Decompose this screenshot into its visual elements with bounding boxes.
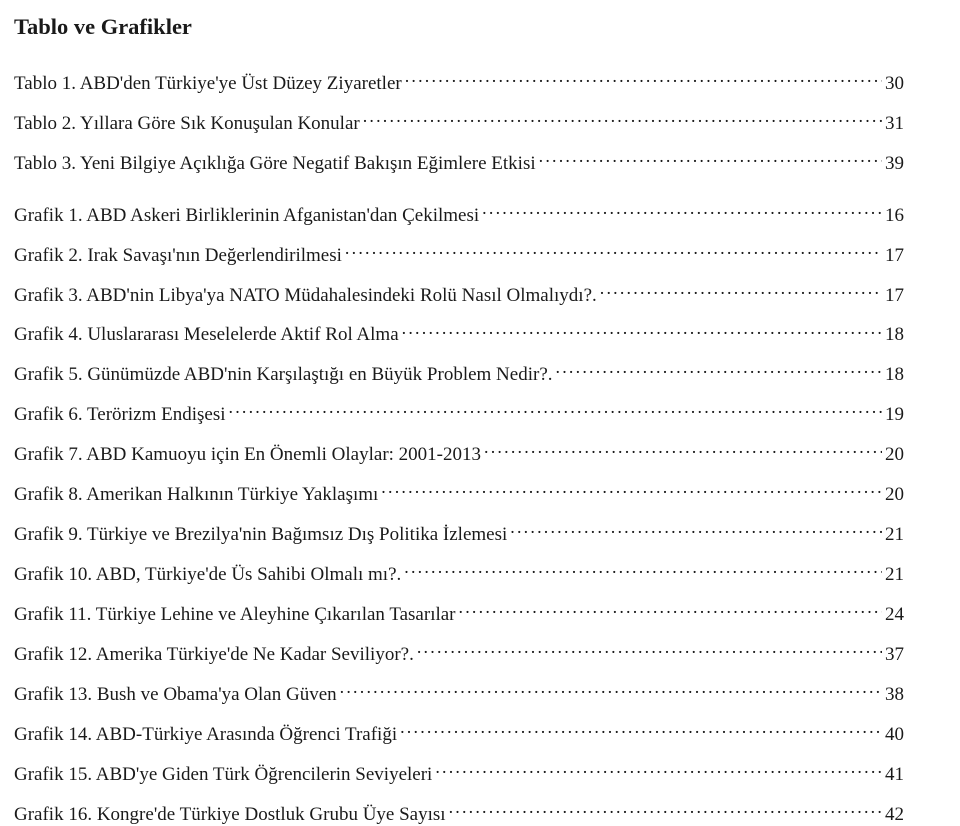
- toc-page-number: 38: [885, 683, 904, 707]
- dot-leader: [600, 282, 882, 301]
- toc-page-number: 18: [885, 363, 904, 387]
- toc-page-number: 24: [885, 603, 904, 627]
- dot-leader: [363, 110, 882, 129]
- toc-page-number: 19: [885, 403, 904, 427]
- section-heading: Tablo ve Grafikler: [14, 14, 904, 40]
- dot-leader: [510, 521, 882, 540]
- toc-page-number: 16: [885, 204, 904, 228]
- toc-entry: Grafik 2. Irak Savaşı'nın Değerlendirilm…: [14, 242, 904, 268]
- toc-label: Grafik 12. Amerika Türkiye'de Ne Kadar S…: [14, 643, 414, 667]
- toc-label: Grafik 3. ABD'nin Libya'ya NATO Müdahale…: [14, 284, 597, 308]
- toc-label: Grafik 13. Bush ve Obama'ya Olan Güven: [14, 683, 337, 707]
- toc-entry: Tablo 1. ABD'den Türkiye'ye Üst Düzey Zi…: [14, 70, 904, 96]
- toc-page-number: 40: [885, 723, 904, 747]
- toc-label: Grafik 6. Terörizm Endişesi: [14, 403, 226, 427]
- toc-label: Tablo 1. ABD'den Türkiye'ye Üst Düzey Zi…: [14, 72, 402, 96]
- toc-page-number: 17: [885, 284, 904, 308]
- toc-entry: Grafik 15. ABD'ye Giden Türk Öğrencileri…: [14, 761, 904, 787]
- page-root: Tablo ve Grafikler Tablo 1. ABD'den Türk…: [0, 0, 960, 826]
- dot-leader: [404, 561, 882, 580]
- dot-leader: [345, 242, 882, 261]
- toc-label: Tablo 3. Yeni Bilgiye Açıklığa Göre Nega…: [14, 152, 536, 176]
- toc-label: Grafik 16. Kongre'de Türkiye Dostluk Gru…: [14, 803, 446, 826]
- toc-entry: Grafik 11. Türkiye Lehine ve Aleyhine Çı…: [14, 601, 904, 627]
- toc-page-number: 20: [885, 443, 904, 467]
- toc-page-number: 41: [885, 763, 904, 787]
- dot-leader: [539, 150, 882, 169]
- dot-leader: [340, 681, 882, 700]
- toc-entry: Grafik 5. Günümüzde ABD'nin Karşılaştığı…: [14, 361, 904, 387]
- toc-label: Grafik 2. Irak Savaşı'nın Değerlendirilm…: [14, 244, 342, 268]
- toc-page-number: 37: [885, 643, 904, 667]
- toc-entry: Grafik 9. Türkiye ve Brezilya'nin Bağıms…: [14, 521, 904, 547]
- toc-label: Grafik 5. Günümüzde ABD'nin Karşılaştığı…: [14, 363, 553, 387]
- toc-label: Grafik 1. ABD Askeri Birliklerinin Afgan…: [14, 204, 479, 228]
- toc-entry: Grafik 14. ABD-Türkiye Arasında Öğrenci …: [14, 721, 904, 747]
- toc-label: Tablo 2. Yıllara Göre Sık Konuşulan Konu…: [14, 112, 360, 136]
- toc-page-number: 17: [885, 244, 904, 268]
- dot-leader: [556, 361, 882, 380]
- dot-leader: [449, 801, 882, 820]
- toc-page-number: 42: [885, 803, 904, 826]
- toc-page-number: 18: [885, 323, 904, 347]
- toc-label: Grafik 14. ABD-Türkiye Arasında Öğrenci …: [14, 723, 397, 747]
- dot-leader: [400, 721, 882, 740]
- dot-leader: [405, 70, 882, 89]
- toc-entry: Grafik 10. ABD, Türkiye'de Üs Sahibi Olm…: [14, 561, 904, 587]
- dot-leader: [459, 601, 882, 620]
- toc-label: Grafik 4. Uluslararası Meselelerde Aktif…: [14, 323, 399, 347]
- toc-entry: Grafik 6. Terörizm Endişesi 19: [14, 401, 904, 427]
- dot-leader: [484, 441, 882, 460]
- toc-entry: Grafik 8. Amerikan Halkının Türkiye Yakl…: [14, 481, 904, 507]
- dot-leader: [435, 761, 882, 780]
- toc-entry: Grafik 13. Bush ve Obama'ya Olan Güven 3…: [14, 681, 904, 707]
- toc-page-number: 21: [885, 563, 904, 587]
- toc-page-number: 30: [885, 72, 904, 96]
- dot-leader: [402, 321, 882, 340]
- graphs-list: Grafik 1. ABD Askeri Birliklerinin Afgan…: [14, 202, 904, 826]
- toc-entry: Grafik 7. ABD Kamuoyu için En Önemli Ola…: [14, 441, 904, 467]
- toc-label: Grafik 8. Amerikan Halkının Türkiye Yakl…: [14, 483, 378, 507]
- toc-entry: Grafik 12. Amerika Türkiye'de Ne Kadar S…: [14, 641, 904, 667]
- toc-label: Grafik 9. Türkiye ve Brezilya'nin Bağıms…: [14, 523, 507, 547]
- toc-page-number: 31: [885, 112, 904, 136]
- toc-entry: Tablo 3. Yeni Bilgiye Açıklığa Göre Nega…: [14, 150, 904, 176]
- toc-page-number: 20: [885, 483, 904, 507]
- toc-entry: Grafik 1. ABD Askeri Birliklerinin Afgan…: [14, 202, 904, 228]
- toc-entry: Tablo 2. Yıllara Göre Sık Konuşulan Konu…: [14, 110, 904, 136]
- toc-label: Grafik 11. Türkiye Lehine ve Aleyhine Çı…: [14, 603, 456, 627]
- toc-label: Grafik 10. ABD, Türkiye'de Üs Sahibi Olm…: [14, 563, 401, 587]
- toc-entry: Grafik 16. Kongre'de Türkiye Dostluk Gru…: [14, 801, 904, 826]
- toc-label: Grafik 7. ABD Kamuoyu için En Önemli Ola…: [14, 443, 481, 467]
- dot-leader: [381, 481, 882, 500]
- tables-list: Tablo 1. ABD'den Türkiye'ye Üst Düzey Zi…: [14, 70, 904, 176]
- toc-entry: Grafik 4. Uluslararası Meselelerde Aktif…: [14, 321, 904, 347]
- dot-leader: [417, 641, 882, 660]
- toc-page-number: 39: [885, 152, 904, 176]
- dot-leader: [229, 401, 883, 420]
- toc-entry: Grafik 3. ABD'nin Libya'ya NATO Müdahale…: [14, 282, 904, 308]
- dot-leader: [482, 202, 882, 221]
- toc-label: Grafik 15. ABD'ye Giden Türk Öğrencileri…: [14, 763, 432, 787]
- toc-page-number: 21: [885, 523, 904, 547]
